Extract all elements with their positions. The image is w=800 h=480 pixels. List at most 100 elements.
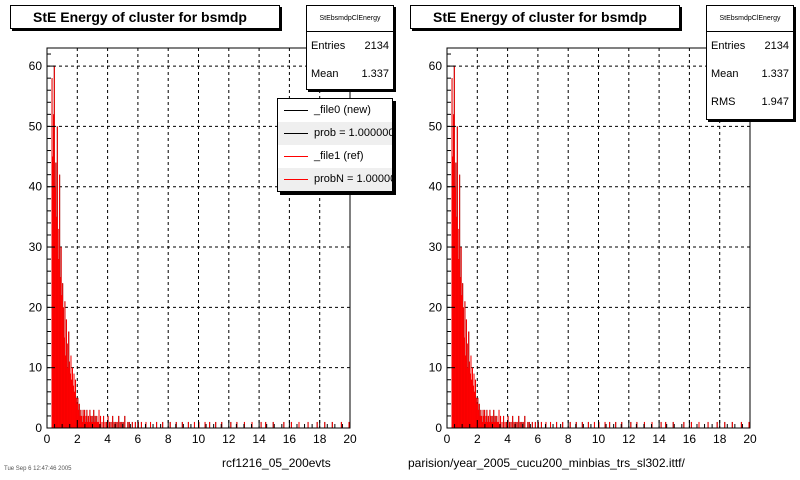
histogram-bar [90, 415, 92, 428]
x-tick-label: 10 [592, 432, 606, 446]
histogram-bar [492, 421, 494, 428]
histogram-bar [468, 361, 470, 428]
histogram-bar [209, 421, 211, 428]
y-tick-label: 50 [429, 119, 443, 133]
histogram-bar [78, 403, 80, 428]
x-tick-label: 12 [222, 432, 236, 446]
histogram-bar [519, 421, 521, 428]
histogram-bar [707, 421, 709, 428]
histogram-bar [483, 415, 485, 428]
histogram-bar [93, 409, 95, 428]
x-tick-label: 8 [565, 432, 572, 446]
histogram-bar [260, 421, 262, 428]
stats-label: Mean [711, 68, 739, 80]
x-tick-label: 2 [74, 432, 81, 446]
histogram-bar [740, 421, 742, 428]
y-tick-label: 40 [29, 180, 43, 194]
x-tick-label: 8 [165, 432, 172, 446]
histogram-bar [59, 174, 61, 428]
x-tick-label: 6 [135, 432, 142, 446]
histogram-bar [575, 421, 577, 428]
y-tick-label: 10 [29, 361, 43, 375]
histogram-bar [86, 409, 88, 428]
histogram-bar [503, 415, 505, 428]
histogram-bar [506, 421, 508, 428]
histogram-bar [265, 421, 267, 428]
histogram-bar [65, 319, 67, 428]
histogram-bar [193, 421, 195, 428]
histogram-bar [716, 421, 718, 428]
histogram-bar [471, 367, 473, 428]
histogram-bar [52, 156, 54, 429]
histogram-bar [518, 415, 520, 428]
histogram-bar [324, 421, 326, 428]
histogram-bar [79, 415, 81, 428]
histogram-bar [748, 421, 750, 428]
histogram-bar [495, 421, 497, 428]
histogram-bar [72, 385, 74, 428]
histogram-bar [485, 415, 487, 428]
legend-label: prob = 1.000000 [314, 127, 393, 139]
histogram-bar [181, 421, 183, 428]
histogram-bar [70, 355, 72, 428]
histogram-bar [540, 421, 542, 428]
x-tick-label: 10 [192, 432, 206, 446]
y-tick-label: 20 [429, 300, 443, 314]
x-tick-label: 20 [343, 432, 357, 446]
histogram-bar [490, 415, 492, 428]
histogram-bar [672, 421, 674, 428]
histogram-bar [587, 421, 589, 428]
x-tick-label: 20 [743, 432, 757, 446]
stats-box: StEbsmdpClEnergy Entries 2134 Mean 1.337… [706, 5, 794, 120]
histogram-bar [88, 421, 90, 428]
histogram-bar [556, 421, 558, 428]
histogram-bar [272, 421, 274, 428]
histogram-bar [498, 409, 500, 428]
histogram-bar [630, 421, 632, 428]
x-tick-label: 14 [652, 432, 666, 446]
legend-swatch [284, 179, 308, 180]
legend-label: probN = 1.000000 [314, 173, 392, 185]
histogram-bar [66, 343, 68, 428]
histogram-bar [71, 367, 73, 428]
histogram-bar [290, 421, 292, 428]
histogram-bar [481, 421, 483, 428]
histogram-bar [496, 415, 498, 428]
stats-row-rms: RMS 1.947 [707, 88, 793, 116]
stats-box: StEbsmdpClEnergy Entries 2134 Mean 1.337 [306, 5, 394, 90]
histogram-bar [513, 421, 515, 428]
stats-value: 1.337 [361, 68, 389, 80]
legend-entry: _file0 (new) [278, 99, 392, 122]
histogram-bar [127, 421, 129, 428]
y-tick-label: 30 [29, 240, 43, 254]
histogram-bar [85, 415, 87, 428]
histogram-bar [724, 421, 726, 428]
legend-box: _file0 (new) prob = 1.000000 _file1 (ref… [277, 98, 393, 192]
legend-entry: prob = 1.000000 [278, 122, 392, 145]
histogram-bar [65, 355, 67, 428]
histogram-bar [477, 397, 479, 428]
histogram-bar [61, 295, 63, 428]
stats-name: StEbsmdpClEnergy [707, 6, 793, 32]
histogram-bar [459, 277, 461, 428]
histogram-bar [504, 421, 506, 428]
histogram-bar [340, 421, 342, 428]
histogram-bar [230, 421, 232, 428]
histogram-bar [54, 186, 56, 428]
histogram-bar [68, 361, 70, 428]
histogram-bar [496, 421, 498, 428]
histogram-bar [683, 421, 685, 428]
legend-label: _file1 (ref) [314, 150, 364, 162]
histogram-bar [507, 415, 509, 428]
histogram-bar [134, 421, 136, 428]
histogram-bar [51, 78, 53, 429]
histogram-bar [482, 409, 484, 428]
histogram-bar [298, 421, 300, 428]
histogram-bar [690, 421, 692, 428]
histogram-bar [215, 421, 217, 428]
legend-label: _file0 (new) [314, 104, 371, 116]
histogram-bar [80, 409, 82, 428]
histogram-bar [104, 421, 106, 428]
stats-label: RMS [711, 96, 736, 108]
histogram-bar [475, 379, 477, 428]
